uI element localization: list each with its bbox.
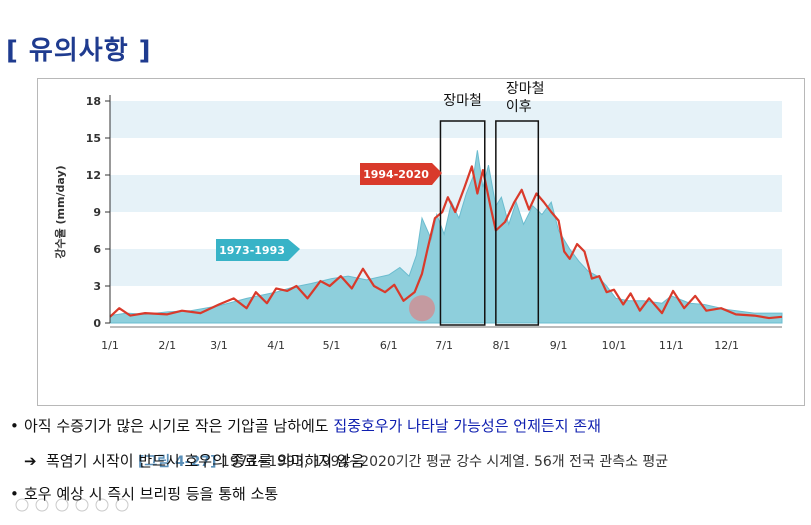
caption-text: 1973~1993, 1994~2020기간 평균 강수 시계열. 56개 전국… bbox=[216, 454, 669, 470]
y-tick-label: 3 bbox=[93, 280, 101, 293]
annotation-label: 장마철 bbox=[443, 93, 482, 109]
bullet-highlight-1: 집중호우가 나타날 가능성은 언제든지 존재 bbox=[333, 417, 601, 435]
arrow-icon: ➔ bbox=[24, 452, 37, 470]
dot-icon bbox=[95, 498, 109, 512]
x-tick-label: 2/1 bbox=[158, 339, 176, 352]
series-line-1994-2020 bbox=[109, 165, 783, 320]
bullet-item-2: ➔ 폭염기 시작이 반드시 호우의 종료를 의미하지 않음 bbox=[24, 450, 364, 471]
annotation-box bbox=[495, 120, 540, 326]
bullet-dot-1: • bbox=[10, 417, 19, 435]
y-tick-label: 9 bbox=[93, 206, 101, 219]
y-tick-label: 6 bbox=[93, 243, 101, 256]
x-tick-label: 1/1 bbox=[101, 339, 119, 352]
x-tick-label: 7/1 bbox=[435, 339, 453, 352]
dot-icon bbox=[115, 498, 129, 512]
legend-callout-1994-2020-text: 1994-2020 bbox=[363, 168, 429, 181]
precipitation-chart: 0 3 6 9 12 15 18 강수율 (mm/day) 1/1 2/1 3/1 4/1 5/1 6/1… bbox=[53, 81, 783, 352]
dot-icon bbox=[35, 498, 49, 512]
slide-title: [ 유의사항 ] bbox=[6, 36, 152, 66]
y-tick-label: 12 bbox=[86, 169, 101, 182]
bullet-text-1: 아직 수증기가 많은 시기로 작은 기압골 남하에도 bbox=[24, 417, 334, 435]
bullet-item-3: • 호우 예상 시 즉시 브리핑 등을 통해 소통 bbox=[10, 483, 278, 504]
x-tick-label: 12/1 bbox=[714, 339, 739, 352]
x-tick-label: 11/1 bbox=[659, 339, 684, 352]
figure-frame: 0 3 6 9 12 15 18 강수율 (mm/day) 1/1 2/1 3/1 4/1 5/1 6/1… bbox=[37, 78, 805, 470]
toolbar-dots bbox=[15, 498, 129, 512]
bullet-dot-3: • bbox=[10, 485, 19, 503]
x-tick-label: 8/1 bbox=[493, 339, 511, 352]
grid-band bbox=[110, 175, 782, 212]
bullet-text-3: 호우 예상 시 즉시 브리핑 등을 통해 소통 bbox=[24, 485, 279, 503]
cursor-highlight bbox=[409, 295, 435, 322]
x-tick-label: 3/1 bbox=[210, 339, 228, 352]
dot-icon bbox=[55, 498, 69, 512]
y-axis-label: 강수율 (mm/day) bbox=[53, 165, 67, 258]
legend-callout-1973-1993-text: 1973-1993 bbox=[219, 244, 285, 257]
x-tick-label: 9/1 bbox=[550, 339, 568, 352]
bullet-text-2: 폭염기 시작이 반드시 호우의 종료를 의미하지 않음 bbox=[46, 452, 365, 470]
x-tick-label: 4/1 bbox=[267, 339, 285, 352]
grid-band bbox=[110, 101, 782, 138]
dot-icon bbox=[15, 498, 29, 512]
y-tick-label: 0 bbox=[93, 317, 101, 330]
x-tick-label: 6/1 bbox=[380, 339, 398, 352]
bullet-item-1: • 아직 수증기가 많은 시기로 작은 기압골 남하에도 집중호우가 나타날 가능… bbox=[10, 415, 601, 436]
legend-callout-1973-1993-box bbox=[216, 239, 300, 261]
figure-caption: [그림 4-27] 1973~1993, 1994~2020기간 평균 강수 시… bbox=[138, 451, 668, 471]
annotation-box bbox=[439, 120, 486, 326]
y-tick-label: 15 bbox=[86, 132, 101, 145]
y-tick-label: 18 bbox=[86, 95, 101, 108]
annotation-label: 이후 bbox=[506, 99, 532, 115]
x-tick-label: 5/1 bbox=[323, 339, 341, 352]
x-tick-label: 10/1 bbox=[602, 339, 627, 352]
annotation-label: 장마철 bbox=[506, 81, 545, 97]
caption-label: [그림 4-27] bbox=[138, 454, 217, 470]
dot-icon bbox=[75, 498, 89, 512]
legend-callout-1994-2020-box bbox=[360, 163, 442, 185]
